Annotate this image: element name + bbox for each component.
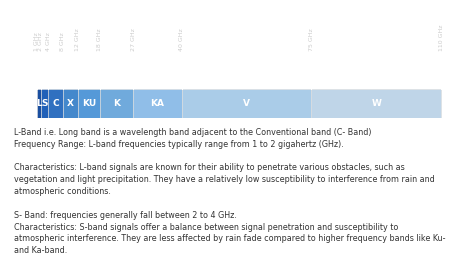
Text: atmospheric interference. They are less affected by rain fade compared to higher: atmospheric interference. They are less … [14,234,446,244]
Text: vegetation and light precipitation. They have a relatively low susceptibility to: vegetation and light precipitation. They… [14,175,435,184]
Text: 27 GHz: 27 GHz [131,28,136,51]
Text: atmospheric conditions.: atmospheric conditions. [14,187,111,196]
Text: 8 GHz: 8 GHz [60,33,65,51]
Bar [133,89,182,118]
Text: L: L [36,99,42,108]
Text: X: X [67,99,74,108]
Text: L-Band i.e. Long band is a wavelength band adjacent to the Conventional band (C-: L-Band i.e. Long band is a wavelength ba… [14,128,372,137]
Text: S- Band: frequencies generally fall between 2 to 4 GHz.: S- Band: frequencies generally fall betw… [14,211,237,220]
Text: 4 GHz: 4 GHz [46,33,51,51]
Text: KU: KU [82,99,96,108]
Text: C: C [52,99,59,108]
Text: Characteristics: L-band signals are known for their ability to penetrate various: Characteristics: L-band signals are know… [14,163,405,172]
Bar [100,89,133,118]
Text: 12 GHz: 12 GHz [75,29,80,51]
Text: 75 GHz: 75 GHz [309,29,314,51]
Bar [182,89,311,118]
Text: KA: KA [150,99,164,108]
Bar [63,89,78,118]
Text: and Ka-band.: and Ka-band. [14,246,67,255]
Text: 110 GHz: 110 GHz [439,25,444,51]
Text: W: W [371,99,381,108]
Bar [48,89,63,118]
Text: Frequency Range: L-band frequencies typically range from 1 to 2 gigahertz (GHz).: Frequency Range: L-band frequencies typi… [14,140,344,149]
Bar [311,89,441,118]
Text: K: K [113,99,120,108]
Bar [78,89,100,118]
Bar [41,89,48,118]
Text: S: S [41,99,47,108]
Text: V: V [243,99,250,108]
Text: 2 GHz: 2 GHz [38,33,43,51]
Text: 40 GHz: 40 GHz [179,29,184,51]
Text: Characteristics: S-band signals offer a balance between signal penetration and s: Characteristics: S-band signals offer a … [14,222,399,232]
Text: 18 GHz: 18 GHz [98,29,102,51]
Bar [37,89,41,118]
Text: 1 GHz: 1 GHz [35,33,39,51]
